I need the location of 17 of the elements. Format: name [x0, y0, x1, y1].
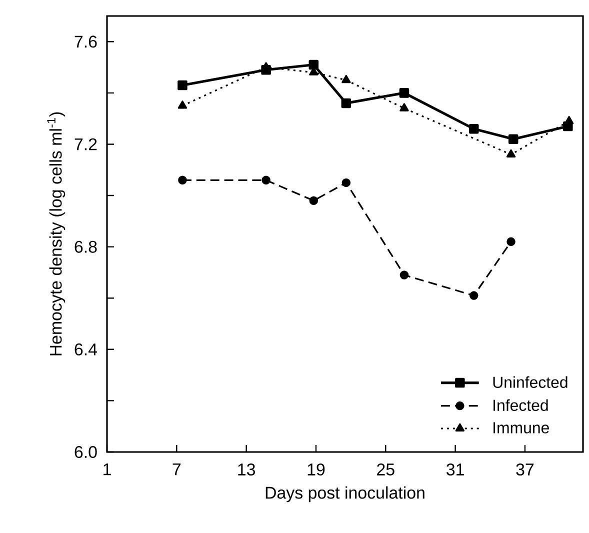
x-tick-label: 1 [104, 463, 111, 476]
x-tick-label: 13 [238, 463, 255, 476]
y-tick-label: 6.0 [74, 446, 97, 458]
legend-label: Uninfected [493, 376, 568, 388]
y-axis-title: Hemocyte density (log cells ml$^{-1}$) [47, 112, 66, 356]
y-tick-label: 6.8 [74, 240, 97, 253]
y-tick-label: 6.4 [74, 343, 98, 356]
legend-label: Infected [494, 399, 548, 411]
x-tick-label: 19 [308, 463, 325, 476]
x-tick-label: 31 [446, 463, 464, 476]
x-tick-label: 37 [516, 463, 534, 476]
legend-label: Immune [494, 422, 549, 434]
y-tick-label: 7.6 [74, 36, 97, 48]
x-tick-label: 25 [377, 463, 394, 476]
x-axis-title: Days post inoculation [266, 486, 424, 502]
x-tick-label: 7 [172, 463, 181, 476]
y-tick-label: 7.2 [74, 138, 97, 150]
